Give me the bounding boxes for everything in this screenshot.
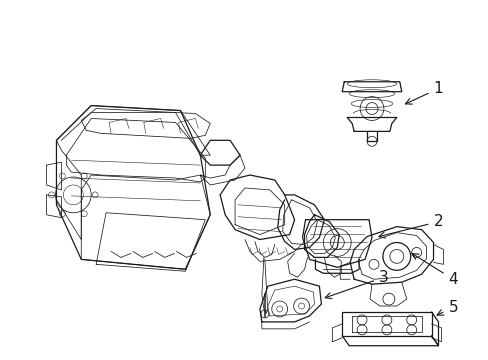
Text: 3: 3 <box>325 270 388 298</box>
Text: 1: 1 <box>405 81 442 104</box>
Text: 2: 2 <box>378 214 442 238</box>
Text: 4: 4 <box>411 253 457 287</box>
Text: 5: 5 <box>436 300 457 315</box>
